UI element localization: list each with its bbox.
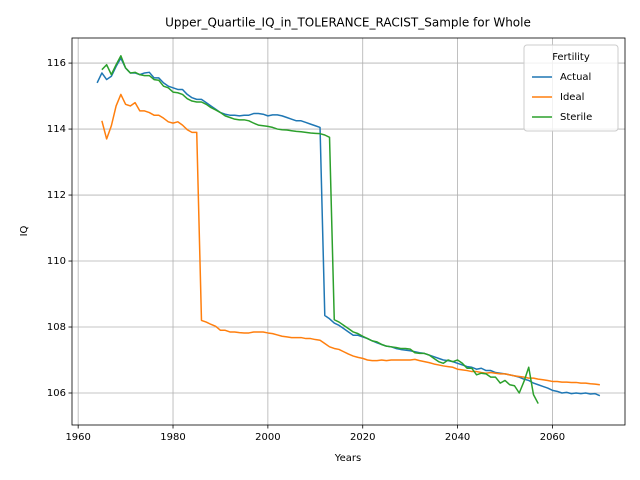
legend-label: Actual: [560, 72, 591, 83]
y-tick-label: 110: [47, 256, 66, 267]
legend-title: Fertility: [552, 52, 590, 63]
y-tick-label: 108: [47, 322, 66, 333]
legend-label: Ideal: [560, 92, 584, 103]
x-tick-label: 1960: [65, 432, 90, 443]
series-line: [101, 55, 539, 404]
legend-label: Sterile: [560, 112, 592, 123]
legend-box: [523, 44, 619, 132]
x-tick-label: 2000: [255, 432, 280, 443]
y-tick-label: 114: [47, 124, 66, 135]
x-tick-label: 1980: [160, 432, 185, 443]
chart-title: Upper_Quartile_IQ_in_TOLERANCE_RACIST_Sa…: [165, 16, 531, 30]
y-tick-label: 116: [47, 58, 66, 69]
plot-frame: [71, 37, 626, 426]
x-tick-label: 2040: [445, 432, 470, 443]
y-axis-label: IQ: [19, 225, 30, 236]
y-tick-label: 106: [47, 388, 66, 399]
x-tick-label: 2060: [540, 432, 565, 443]
x-tick-label: 2020: [350, 432, 375, 443]
y-tick-label: 112: [47, 190, 66, 201]
x-axis-label: Years: [334, 453, 361, 464]
series-line: [101, 93, 600, 386]
